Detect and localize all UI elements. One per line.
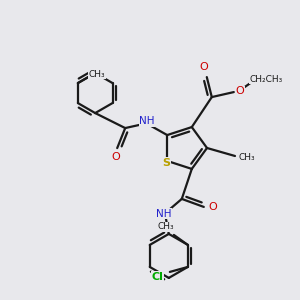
Text: O: O <box>208 202 217 212</box>
Text: NH: NH <box>156 209 172 219</box>
Text: Cl: Cl <box>152 272 164 282</box>
Text: CH₃: CH₃ <box>239 154 255 163</box>
Text: O: O <box>112 152 121 162</box>
Text: O: O <box>236 86 244 96</box>
Text: O: O <box>200 62 208 72</box>
Text: CH₃: CH₃ <box>89 70 105 79</box>
Text: NH: NH <box>140 116 155 126</box>
Text: S: S <box>162 158 170 168</box>
Text: CH₃: CH₃ <box>158 222 174 231</box>
Text: CH₂CH₃: CH₂CH₃ <box>249 75 282 84</box>
